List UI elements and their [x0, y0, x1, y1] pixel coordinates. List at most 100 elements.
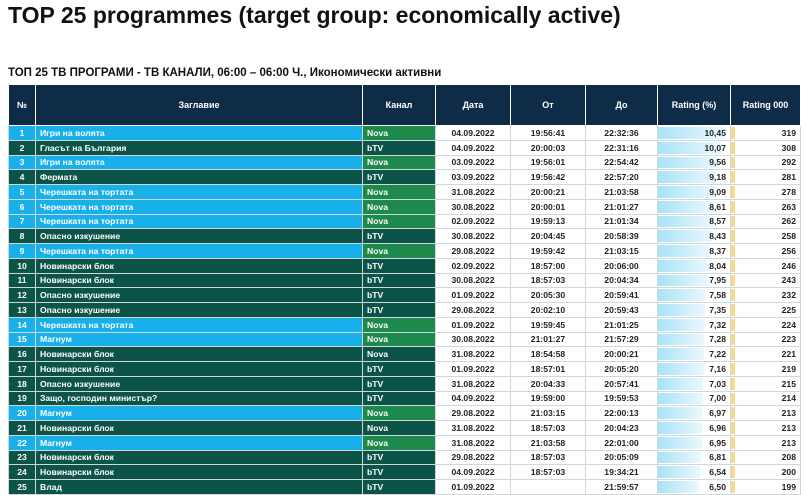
table-cell: bTV: [362, 449, 436, 466]
cell-text: 215: [781, 378, 796, 389]
table-cell: 10: [8, 257, 36, 274]
cell-text: 7,95: [709, 275, 726, 286]
table-cell: 31.08.2022: [435, 420, 511, 436]
table-cell: bTV: [362, 169, 436, 185]
column-header: Rating (%): [657, 84, 731, 126]
cell-text: 6,97: [709, 408, 726, 419]
table-cell: 31.08.2022: [435, 346, 511, 362]
table-cell: 19:56:01: [510, 154, 586, 171]
table-cell: Nova: [362, 346, 436, 362]
table-cell: 22:31:16: [585, 139, 658, 156]
cell-text: 7,16: [709, 363, 726, 374]
table-cell: 7,95: [657, 272, 731, 289]
table-cell: bTV: [362, 139, 436, 156]
cell-text: 10,45: [704, 127, 726, 138]
table-cell: 01.09.2022: [435, 287, 511, 303]
table-cell: 31.08.2022: [435, 184, 511, 200]
table-row: 8 Опасно изкушение bTV 30.08.2022 20:04:45 20…: [8, 228, 801, 244]
table-cell: 14: [8, 316, 36, 333]
table-cell: bTV: [362, 257, 436, 274]
cell-text: 262: [781, 216, 796, 227]
table-cell: 7,00: [657, 390, 731, 407]
rating-bar: [658, 289, 707, 301]
rating-bar: [658, 274, 709, 287]
table-cell: 20:57:41: [585, 375, 658, 392]
rating-bar: [658, 245, 712, 257]
table-title: ТОП 25 ТВ ПРОГРАМИ - ТВ КАНАЛИ, 06:00 – …: [8, 67, 442, 79]
table-cell: 7,58: [657, 287, 731, 303]
table-cell: 20:59:41: [585, 287, 658, 303]
table-cell: 10,45: [657, 125, 731, 141]
table-cell: 281: [730, 169, 801, 185]
table-cell: 18:54:58: [510, 346, 586, 362]
table-row: 4 Фермата bTV 03.09.2022 19:56:42 22:57:20 9,1…: [8, 169, 801, 185]
table-cell: 7: [8, 213, 36, 230]
table-cell: Гласът на България: [35, 139, 363, 156]
table-cell: 8: [8, 228, 36, 244]
table-row: 1 Игри на волята Nova 04.09.2022 19:56:41 22:…: [8, 125, 801, 141]
cell-text: 213: [781, 408, 796, 419]
table-row: 2 Гласът на България bTV 04.09.2022 20:00:03…: [8, 139, 801, 156]
rating-bar-accent: [731, 200, 735, 213]
table-cell: Новинарски блок: [35, 464, 363, 480]
table-cell: 6,96: [657, 420, 731, 436]
rating-bar: [658, 348, 704, 360]
table-cell: 20:59:43: [585, 302, 658, 318]
table-cell: bTV: [362, 375, 436, 392]
column-header: №: [8, 84, 36, 126]
table-cell: bTV: [362, 361, 436, 377]
table-cell: Опасно изкушение: [35, 302, 363, 318]
table-cell: Nova: [362, 316, 436, 333]
table-cell: 19: [8, 390, 36, 407]
table-cell: 21:01:25: [585, 316, 658, 333]
table-row: 15 Магнум Nova 30.08.2022 21:01:27 21:57:29 7,…: [8, 331, 801, 348]
table-cell: 6,97: [657, 405, 731, 421]
table-cell: 224: [730, 316, 801, 333]
cell-text: 258: [781, 231, 796, 242]
cell-text: 243: [781, 275, 796, 286]
table-cell: Магнум: [35, 331, 363, 348]
table-cell: 13: [8, 302, 36, 318]
rating-bar-accent: [731, 215, 735, 228]
cell-text: 219: [781, 363, 796, 374]
table-row: 16 Новинарски блок Nova 31.08.2022 18:54:58 2…: [8, 346, 801, 362]
table-cell: 29.08.2022: [435, 449, 511, 466]
table-cell: 31.08.2022: [435, 434, 511, 451]
cell-text: 214: [781, 393, 796, 404]
cell-text: 6,50: [709, 481, 726, 492]
cell-text: 8,37: [709, 245, 726, 256]
table-cell: Магнум: [35, 434, 363, 451]
table-cell: bTV: [362, 390, 436, 407]
table-cell: bTV: [362, 228, 436, 244]
cell-text: 7,00: [709, 393, 726, 404]
table-cell: 01.09.2022: [435, 361, 511, 377]
header-row: № Заглавие Канал Дата От До Rating (%) Rating 0…: [8, 84, 801, 126]
cell-text: 263: [781, 201, 796, 212]
table-cell: 20: [8, 405, 36, 421]
cell-text: 9,18: [709, 172, 726, 183]
table-row: 11 Новинарски блок bTV 30.08.2022 18:57:03 20…: [8, 272, 801, 289]
cell-text: 6,95: [709, 437, 726, 448]
table-cell: 18:57:00: [510, 257, 586, 274]
table-cell: 213: [730, 420, 801, 436]
table-cell: Опасно изкушение: [35, 287, 363, 303]
rating-bar: [658, 215, 713, 228]
table-cell: 20:02:10: [510, 302, 586, 318]
table-cell: 221: [730, 346, 801, 362]
table-cell: Nova: [362, 243, 436, 259]
table-cell: 8,04: [657, 257, 731, 274]
table-cell: 21:57:29: [585, 331, 658, 348]
cell-text: 6,54: [709, 467, 726, 478]
table-cell: 308: [730, 139, 801, 156]
table-cell: 30.08.2022: [435, 331, 511, 348]
table-cell: 19:59:53: [585, 390, 658, 407]
table-cell: Влад: [35, 479, 363, 495]
table-cell: 6,81: [657, 449, 731, 466]
column-header: Канал: [362, 84, 436, 126]
table-cell: 21:03:15: [585, 243, 658, 259]
table-cell: 18:57:03: [510, 420, 586, 436]
cell-text: 292: [781, 157, 796, 168]
table-cell: 19:59:00: [510, 390, 586, 407]
table-cell: 9,56: [657, 154, 731, 171]
